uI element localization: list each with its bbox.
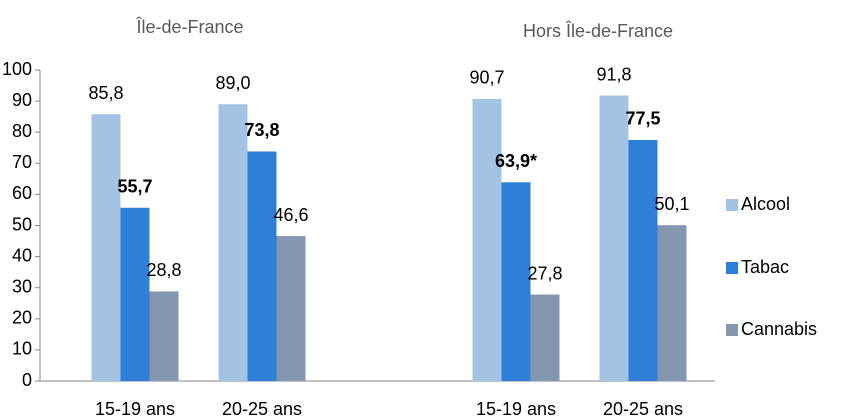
legend-swatch	[726, 262, 738, 274]
value-label: 50,1	[654, 194, 689, 214]
y-tick-label: 60	[12, 183, 32, 203]
y-tick-label: 100	[2, 59, 32, 79]
legend-label: Cannabis	[741, 319, 817, 339]
y-tick-label: 0	[22, 370, 32, 390]
bar	[149, 291, 179, 381]
x-tick-label: 20-25 ans	[603, 399, 683, 419]
x-tick-label: 20-25 ans	[222, 399, 302, 419]
value-label: 90,7	[469, 68, 504, 88]
legend-swatch	[726, 199, 738, 211]
value-label: 28,8	[146, 260, 181, 280]
bar	[472, 98, 502, 381]
legend-swatch	[726, 324, 738, 336]
bar	[247, 151, 277, 381]
legend-label: Alcool	[741, 194, 790, 214]
value-label: 55,7	[117, 177, 152, 197]
x-tick-label: 15-19 ans	[476, 399, 556, 419]
bar	[501, 182, 531, 381]
value-label: 73,8	[244, 120, 279, 140]
bar	[628, 139, 658, 381]
bar	[530, 294, 560, 381]
value-label: 46,6	[273, 205, 308, 225]
value-label: 77,5	[625, 109, 660, 129]
group-label: Hors Île-de-France	[523, 21, 673, 41]
bar	[91, 114, 121, 382]
y-tick-label: 20	[12, 308, 32, 328]
bar	[599, 95, 629, 381]
bar	[218, 104, 248, 382]
value-label: 91,8	[596, 64, 631, 84]
y-tick-label: 10	[12, 339, 32, 359]
value-label: 89,0	[215, 73, 250, 93]
group-label: Île-de-France	[135, 17, 243, 37]
value-label: 27,8	[527, 263, 562, 283]
y-tick-label: 50	[12, 214, 32, 234]
y-tick-label: 90	[12, 90, 32, 110]
bar	[120, 207, 150, 381]
legend-label: Tabac	[741, 257, 789, 277]
y-tick-label: 70	[12, 152, 32, 172]
value-label: 63,9*	[495, 151, 537, 171]
bar	[276, 236, 306, 381]
y-tick-label: 80	[12, 121, 32, 141]
bar	[657, 225, 687, 381]
x-tick-label: 15-19 ans	[95, 399, 175, 419]
y-tick-label: 30	[12, 276, 32, 296]
y-tick-label: 40	[12, 245, 32, 265]
value-label: 85,8	[88, 83, 123, 103]
